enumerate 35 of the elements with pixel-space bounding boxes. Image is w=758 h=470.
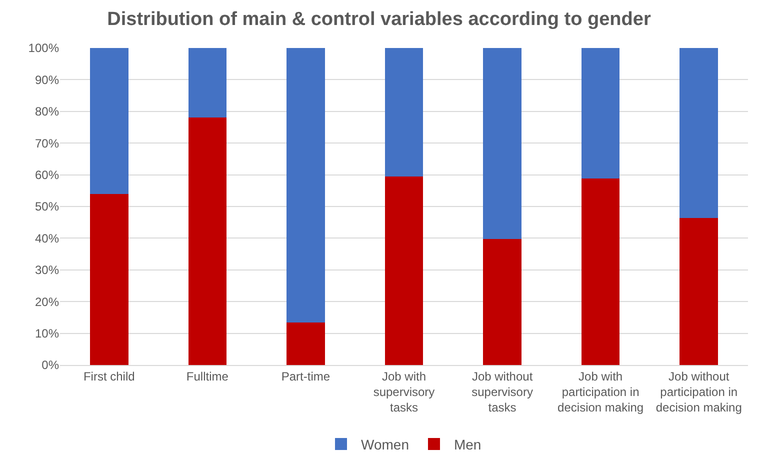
y-tick-label: 80%	[34, 104, 60, 119]
bar	[680, 218, 718, 365]
y-tick-label: 90%	[34, 72, 60, 87]
bar	[286, 322, 325, 365]
legend-label: Women	[361, 436, 409, 452]
y-tick-label: 70%	[34, 136, 60, 150]
bar	[581, 48, 620, 179]
x-tick-label: First child	[83, 369, 135, 384]
bar	[188, 48, 227, 118]
bar	[483, 238, 522, 365]
y-tick-label: 100%	[28, 41, 60, 56]
bar	[90, 48, 128, 194]
bar	[286, 48, 325, 323]
bar	[680, 48, 718, 218]
y-tick-label: 20%	[34, 294, 60, 309]
legend-label: Men	[454, 436, 482, 452]
x-tick-label: Job with supervisory tasks	[373, 369, 435, 415]
y-tick-label: 50%	[34, 200, 60, 214]
x-tick-label: Job with participation in decision making	[558, 369, 644, 415]
x-tick-label: Fulltime	[186, 369, 229, 384]
x-tick-label: Job without supervisory tasks	[472, 369, 534, 415]
x-tick-label: Job without participation in decision making	[656, 369, 742, 415]
y-tick-label: 30%	[34, 263, 60, 278]
y-tick-label: 10%	[34, 326, 60, 340]
y-tick-label: 60%	[34, 168, 60, 182]
chart-title: Distribution of main & control variables according to gender	[107, 9, 652, 30]
bar	[90, 194, 128, 365]
bar	[384, 48, 424, 177]
x-tick-label: Part-time	[281, 369, 330, 384]
y-tick-label: 0%	[42, 358, 60, 372]
bar	[384, 176, 424, 365]
bar	[483, 48, 522, 239]
bar	[581, 178, 620, 365]
y-tick-label: 40%	[34, 231, 60, 246]
bar	[188, 118, 227, 365]
